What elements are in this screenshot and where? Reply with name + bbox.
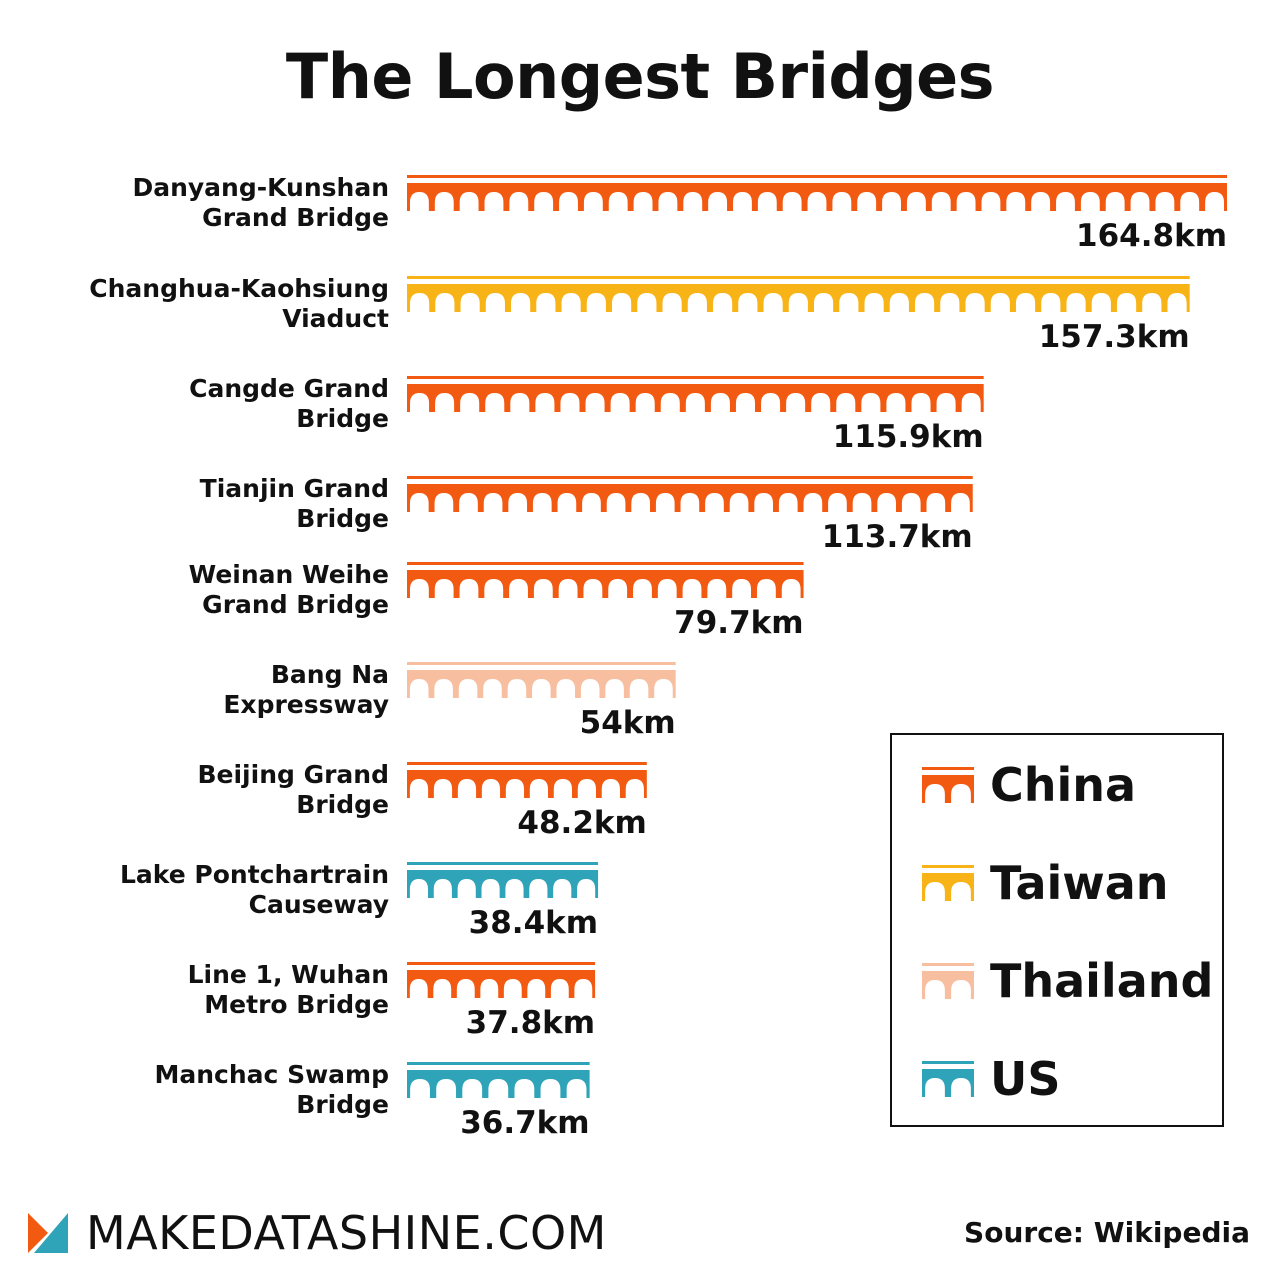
legend-item-china: China [922, 755, 1136, 815]
category-label-4-line-2: Bridge [296, 504, 389, 533]
legend-swatch-thailand [922, 963, 974, 999]
category-label-9-line-1: Line 1, Wuhan [188, 960, 389, 989]
chart-title: The Longest Bridges [285, 40, 995, 113]
source-note: Source: Wikipedia [964, 1216, 1250, 1249]
brand-name[interactable]: MAKEDATASHINE.COM [86, 1206, 607, 1260]
china-bridge-icon [922, 767, 974, 803]
bar-4 [407, 476, 973, 512]
bar-10 [407, 1062, 590, 1098]
bar-2 [407, 276, 1190, 312]
category-label-8-line-1: Lake Pontchartrain [120, 860, 389, 889]
value-label-5: 79.7km [674, 605, 803, 641]
legend-item-thailand: Thailand [922, 951, 1213, 1011]
bar-1 [407, 175, 1227, 211]
legend-label-thailand: Thailand [990, 954, 1214, 1008]
category-label-5-line-2: Grand Bridge [202, 590, 389, 619]
category-label-7-line-2: Bridge [296, 790, 389, 819]
category-label-2-line-2: Viaduct [282, 304, 389, 333]
makedatashine-logo-icon [28, 1213, 68, 1253]
bar-7 [407, 762, 647, 798]
legend-label-us: US [990, 1052, 1061, 1106]
category-label-3-line-1: Cangde Grand [189, 374, 389, 403]
category-label-1-line-1: Danyang-Kunshan [132, 173, 389, 202]
category-label-1-line-2: Grand Bridge [202, 203, 389, 232]
brand: MAKEDATASHINE.COM [28, 1206, 607, 1260]
bar-5 [407, 562, 804, 598]
bar-9 [407, 962, 596, 998]
taiwan-bridge-icon [922, 865, 974, 901]
category-label-10-line-2: Bridge [296, 1090, 389, 1119]
value-label-8: 38.4km [469, 905, 598, 941]
value-label-3: 115.9km [833, 419, 984, 455]
value-label-1: 164.8km [1076, 218, 1227, 254]
legend-label-china: China [990, 758, 1137, 812]
category-label-8-line-2: Causeway [249, 890, 389, 919]
value-label-6: 54km [580, 705, 676, 741]
category-label-7-line-1: Beijing Grand [197, 760, 389, 789]
value-label-10: 36.7km [460, 1105, 589, 1141]
bar-3 [407, 376, 984, 412]
legend: China Taiwan Thailand US [890, 733, 1224, 1127]
bar-6 [407, 662, 676, 698]
legend-item-taiwan: Taiwan [922, 853, 1169, 913]
bar-8 [407, 862, 599, 898]
value-label-7: 48.2km [517, 805, 646, 841]
category-label-6-line-2: Expressway [223, 690, 389, 719]
value-label-4: 113.7km [822, 519, 973, 555]
thailand-bridge-icon [922, 963, 974, 999]
category-label-9-line-2: Metro Bridge [204, 990, 389, 1019]
category-label-3-line-2: Bridge [296, 404, 389, 433]
legend-item-us: US [922, 1049, 1060, 1109]
legend-swatch-taiwan [922, 865, 974, 901]
value-label-9: 37.8km [466, 1005, 595, 1041]
us-bridge-icon [922, 1061, 974, 1097]
legend-label-taiwan: Taiwan [990, 856, 1169, 910]
category-label-10-line-1: Manchac Swamp [155, 1060, 389, 1089]
category-label-2-line-1: Changhua-Kaohsiung [89, 274, 389, 303]
legend-swatch-us [922, 1061, 974, 1097]
category-label-6-line-1: Bang Na [271, 660, 389, 689]
category-label-5-line-1: Weinan Weihe [189, 560, 389, 589]
value-label-2: 157.3km [1039, 319, 1190, 355]
legend-swatch-china [922, 767, 974, 803]
category-label-4-line-1: Tianjin Grand [200, 474, 389, 503]
